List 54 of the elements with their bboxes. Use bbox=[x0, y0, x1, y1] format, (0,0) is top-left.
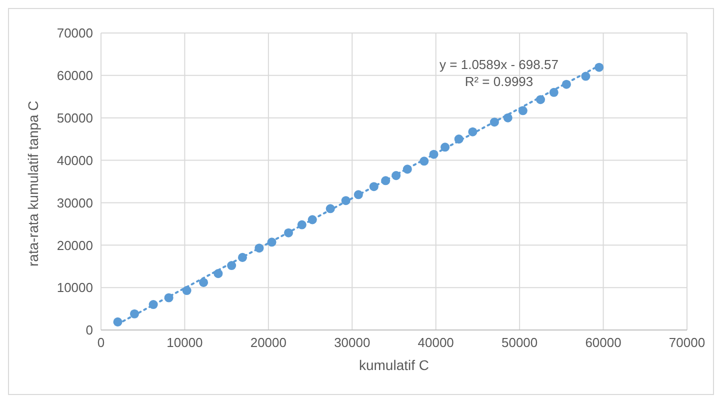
x-tick-label: 50000 bbox=[501, 335, 538, 350]
y-axis-title: rata-rata kumulatif tanpa C bbox=[24, 100, 41, 266]
point bbox=[354, 190, 363, 200]
y-tick-label: 50000 bbox=[56, 110, 93, 126]
point bbox=[326, 204, 335, 214]
point bbox=[369, 182, 378, 192]
point bbox=[381, 176, 390, 186]
point bbox=[392, 171, 401, 180]
point bbox=[214, 269, 223, 278]
point bbox=[490, 118, 499, 127]
y-tick-label: 30000 bbox=[56, 195, 93, 210]
point bbox=[420, 156, 429, 166]
point bbox=[429, 150, 438, 159]
point bbox=[536, 95, 546, 104]
point bbox=[581, 72, 590, 81]
x-tick-label: 0 bbox=[97, 335, 105, 350]
y-tick-label: 40000 bbox=[56, 152, 93, 168]
point bbox=[199, 278, 208, 287]
point bbox=[468, 127, 478, 136]
point bbox=[284, 228, 294, 238]
x-tick-label: 20000 bbox=[250, 335, 287, 350]
x-tick-label: 10000 bbox=[166, 335, 203, 350]
point bbox=[402, 164, 412, 174]
point bbox=[503, 113, 512, 122]
y-tick-label: 60000 bbox=[56, 68, 93, 84]
point bbox=[254, 244, 264, 253]
x-tick-label: 70000 bbox=[668, 335, 706, 350]
point bbox=[130, 309, 139, 318]
point bbox=[148, 300, 158, 310]
point bbox=[297, 220, 306, 230]
x-tick-label: 30000 bbox=[334, 335, 370, 350]
x-axis-title: kumulatif C bbox=[358, 357, 430, 373]
y-tick-label: 70000 bbox=[56, 26, 93, 41]
point bbox=[308, 215, 317, 224]
point bbox=[182, 286, 192, 296]
y-tick-label: 20000 bbox=[56, 238, 93, 253]
point bbox=[267, 238, 276, 247]
x-tick-label: 40000 bbox=[418, 335, 454, 350]
annotation: R² = 0.9993 bbox=[464, 74, 534, 89]
point bbox=[238, 252, 247, 262]
x-tick-label: 60000 bbox=[585, 335, 622, 350]
point bbox=[227, 261, 236, 270]
point bbox=[549, 88, 558, 97]
point bbox=[562, 80, 571, 89]
point bbox=[113, 317, 122, 326]
y-tick-label: 10000 bbox=[56, 280, 93, 296]
point bbox=[454, 134, 464, 144]
point bbox=[164, 293, 174, 302]
point bbox=[341, 196, 350, 206]
point bbox=[518, 106, 528, 116]
annotation: y = 1.0589x - 698.57 bbox=[440, 57, 558, 72]
y-tick-label: 0 bbox=[86, 322, 93, 338]
point bbox=[440, 142, 450, 152]
point bbox=[594, 62, 604, 72]
